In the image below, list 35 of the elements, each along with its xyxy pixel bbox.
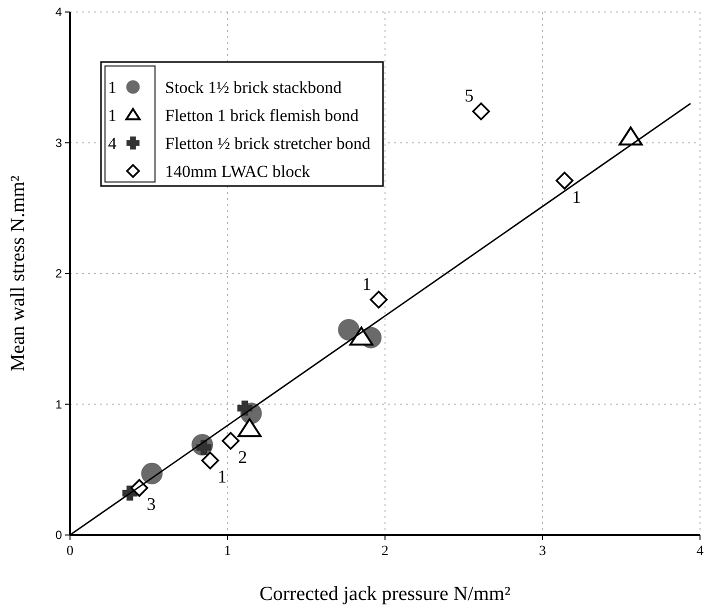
- y-axis-title: Mean wall stress N.mm²: [7, 176, 29, 372]
- y-tick-label: 3: [55, 136, 62, 150]
- annotation: 1: [218, 466, 227, 487]
- x-tick-label: 4: [696, 544, 704, 559]
- legend-label: Stock 1½ brick stackbond: [165, 78, 342, 97]
- y-tick-label: 1: [55, 397, 62, 412]
- x-tick-label: 3: [539, 544, 546, 559]
- y-tick-label: 2: [55, 266, 62, 280]
- legend-label: 140mm LWAC block: [165, 162, 311, 181]
- point: [472, 102, 490, 120]
- point: [141, 462, 163, 484]
- annotation: 4: [108, 134, 117, 153]
- legend-label: Fletton 1 brick flemish bond: [165, 106, 360, 125]
- x-axis-title: Corrected jack pressure N/mm²: [260, 583, 510, 605]
- point: [556, 172, 574, 190]
- point: [201, 452, 220, 470]
- x-tick-label: 1: [224, 544, 231, 559]
- point: [370, 290, 388, 309]
- y-tick-label: 0: [55, 528, 62, 542]
- legend-label: Fletton ½ brick stretcher bond: [165, 134, 371, 153]
- point: [338, 318, 360, 340]
- point: [618, 126, 643, 146]
- annotation: 5: [464, 85, 474, 106]
- x-tick-label: 2: [382, 544, 388, 559]
- point: [349, 326, 374, 346]
- x-tick-label: 0: [66, 544, 74, 559]
- point: [222, 432, 240, 450]
- annotation: 1: [108, 78, 116, 97]
- annotation: 1: [108, 106, 116, 125]
- point: [238, 418, 262, 438]
- y-tick-label: 4: [55, 5, 62, 19]
- annotation: 2: [238, 446, 248, 467]
- annotation: 3: [146, 494, 156, 514]
- annotation: 1: [572, 186, 582, 207]
- annotation: 1: [362, 274, 372, 294]
